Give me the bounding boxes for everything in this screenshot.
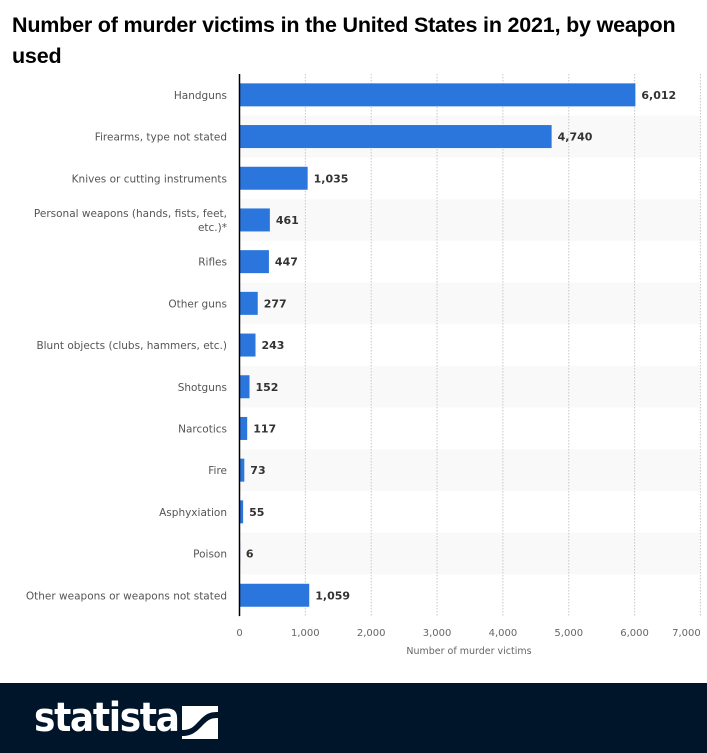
bar	[239, 333, 256, 357]
category-label: Blunt objects (clubs, hammers, etc.)	[36, 340, 227, 352]
category-label-line: etc.)*	[198, 222, 227, 234]
category-label-line: Other weapons or weapons not stated	[26, 590, 227, 602]
bars	[239, 83, 636, 607]
bar	[239, 125, 552, 149]
chart-title: Number of murder victims in the United S…	[12, 13, 676, 68]
value-label: 6	[246, 548, 254, 561]
category-labels: Handguns Firearms, type not stated Knives …	[26, 90, 227, 602]
bar	[239, 500, 244, 524]
value-label: 6,012	[641, 89, 676, 102]
row-band	[239, 365, 700, 408]
x-tick-label: 6,000	[620, 628, 649, 639]
category-label: Shotguns	[178, 382, 227, 394]
statista-logo-text: statista	[34, 695, 180, 741]
x-tick-label: 0	[236, 628, 242, 639]
bar	[239, 416, 248, 440]
category-label: Fire	[208, 465, 227, 477]
value-labels: 6,012 4,740 1,035 461 447 277 243 152 117 73 55 6 1,…	[246, 89, 676, 602]
row-band	[239, 282, 700, 325]
category-label-line: Narcotics	[178, 423, 227, 435]
bar	[239, 250, 269, 274]
value-label: 1,059	[315, 589, 350, 602]
category-label-line: Fire	[208, 465, 227, 477]
category-label: Handguns	[174, 90, 227, 102]
x-axis-title: Number of murder victims	[406, 646, 531, 657]
category-label: Other weapons or weapons not stated	[26, 590, 227, 602]
category-label-line: Personal weapons (hands, fists, feet,	[34, 208, 227, 220]
x-tick-label: 2,000	[357, 628, 386, 639]
category-label: Poison	[193, 549, 227, 561]
category-label-line: Handguns	[174, 90, 227, 102]
category-label-line: Other guns	[168, 298, 227, 310]
value-label: 55	[249, 506, 264, 519]
bar	[239, 83, 636, 107]
statista-wave-icon	[182, 706, 218, 739]
x-tick-labels: 0 1,000 2,000 3,000 4,000 5,000 6,000 7,000	[236, 628, 700, 639]
category-label: Rifles	[198, 257, 227, 269]
category-label-line: Firearms, type not stated	[95, 132, 227, 144]
category-label-line: Knives or cutting instruments	[72, 173, 227, 185]
category-label-line: Asphyxiation	[159, 507, 227, 519]
bar	[239, 583, 310, 607]
category-label: Personal weapons (hands, fists, feet, etc…	[34, 208, 227, 234]
bar	[239, 208, 270, 232]
category-label-line: Rifles	[198, 257, 227, 269]
value-label: 277	[264, 297, 287, 310]
value-label: 1,035	[314, 172, 349, 185]
category-label-line: Poison	[193, 549, 227, 561]
category-label: Other guns	[168, 298, 227, 310]
value-label: 152	[256, 381, 279, 394]
category-label: Firearms, type not stated	[95, 132, 227, 144]
x-tick-label: 7,000	[672, 628, 701, 639]
footer: statista	[0, 683, 707, 753]
row-band	[239, 199, 700, 241]
category-label-line: Blunt objects (clubs, hammers, etc.)	[36, 340, 227, 352]
value-label: 73	[250, 464, 265, 477]
gridlines	[304, 74, 701, 617]
bar	[239, 375, 250, 399]
row-bands	[239, 115, 700, 575]
bar	[239, 166, 308, 190]
bar	[239, 291, 258, 315]
category-label: Knives or cutting instruments	[72, 173, 227, 185]
x-tick-label: 1,000	[291, 628, 320, 639]
x-tick-label: 5,000	[554, 628, 583, 639]
bar	[239, 458, 245, 482]
row-band	[239, 532, 700, 575]
value-label: 4,740	[558, 131, 593, 144]
value-label: 243	[262, 339, 285, 352]
bar-chart: Handguns Firearms, type not stated Knives …	[26, 74, 701, 657]
value-label: 461	[276, 214, 299, 227]
x-tick-label: 4,000	[489, 628, 518, 639]
category-label: Narcotics	[178, 423, 227, 435]
value-label: 447	[275, 256, 298, 269]
value-label: 117	[253, 422, 276, 435]
x-tick-label: 3,000	[423, 628, 452, 639]
category-label-line: Shotguns	[178, 382, 227, 394]
category-label: Asphyxiation	[159, 507, 227, 519]
row-band	[239, 449, 700, 491]
